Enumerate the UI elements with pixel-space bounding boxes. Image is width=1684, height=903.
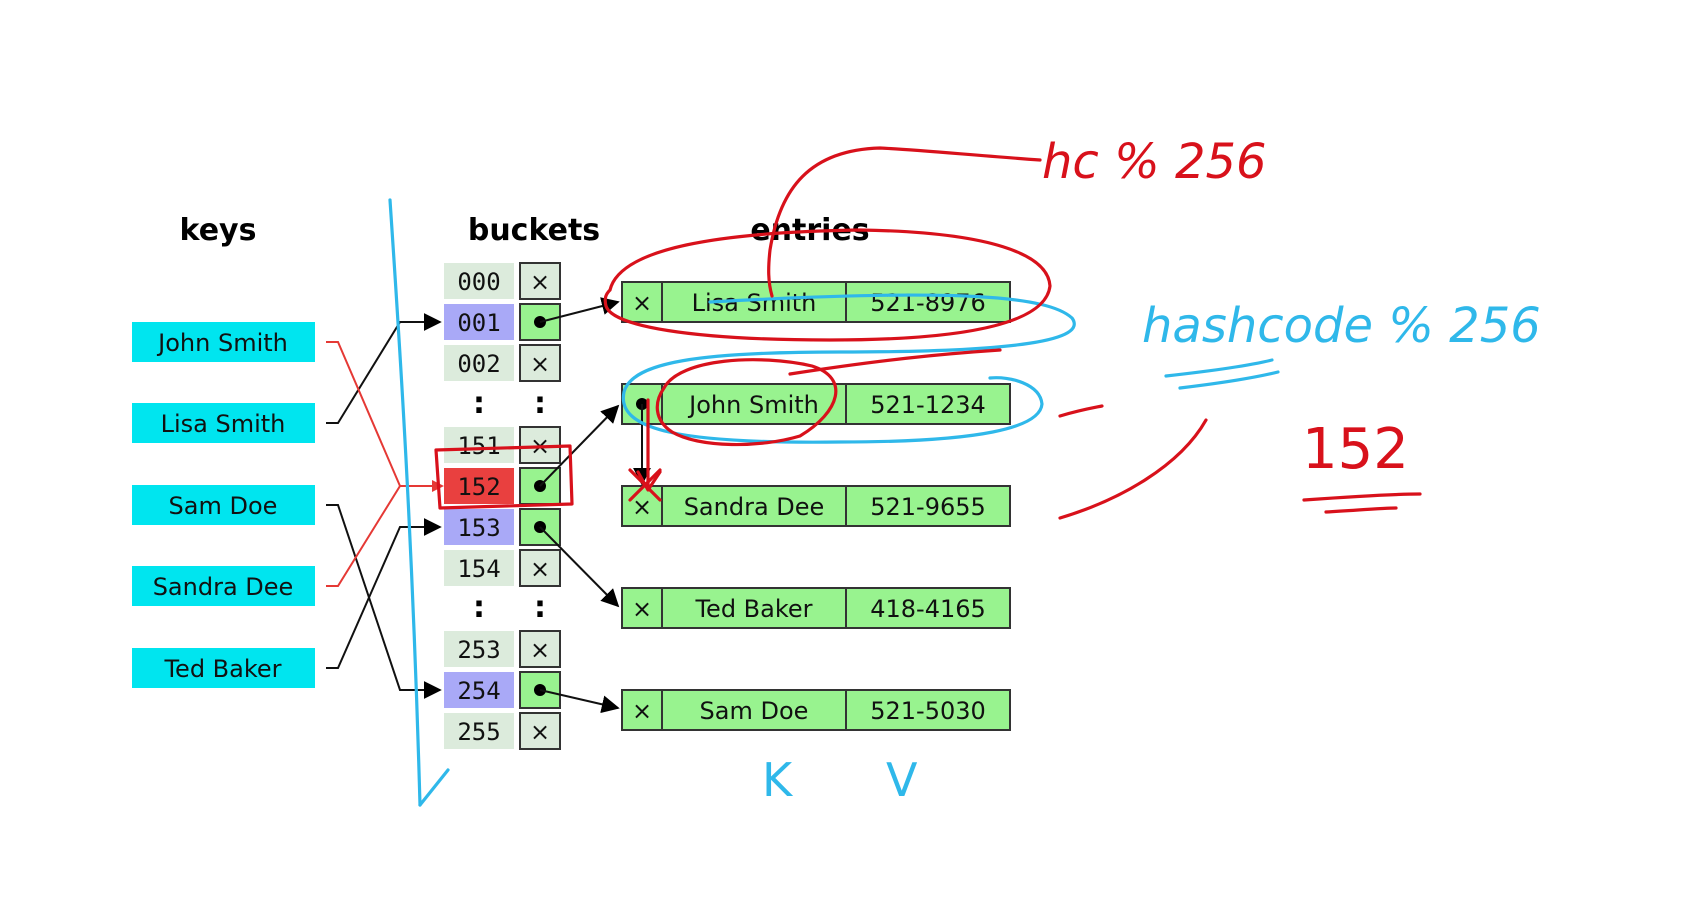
null-marker: × — [632, 289, 652, 317]
blue-underline-1 — [1164, 358, 1274, 378]
ellipsis-marker: : — [534, 590, 546, 625]
key-to-bucket-links — [326, 313, 444, 699]
null-marker: × — [632, 595, 652, 623]
entry-name: Sandra Dee — [684, 493, 825, 521]
key-sam-doe: Sam Doe — [132, 485, 315, 525]
entry-name: John Smith — [687, 391, 819, 419]
result-underline-2 — [1324, 506, 1398, 514]
key-john-smith: John Smith — [132, 322, 315, 362]
bucket-index-cell — [444, 672, 514, 708]
entry-john-smith: John Smith 521-1234 — [621, 383, 1011, 425]
entry-phone: 521-1234 — [870, 391, 986, 419]
entry-phone: 521-9655 — [870, 493, 986, 521]
svg-text:Lisa Smith: Lisa Smith — [161, 410, 286, 438]
null-marker: × — [530, 350, 550, 378]
svg-text:Sandra Dee: Sandra Dee — [153, 573, 294, 601]
entry-ted-baker: × Ted Baker 418-4165 — [621, 587, 1011, 629]
red-x-mark — [628, 468, 662, 502]
bucket-index: 001 — [457, 309, 500, 337]
ellipsis-marker: : — [473, 590, 485, 625]
entry-sandra-dee: × Sandra Dee 521-9655 — [621, 485, 1011, 527]
svg-text:Ted Baker: Ted Baker — [163, 655, 281, 683]
bucket-index-cell — [444, 550, 514, 586]
red-ellipse-lisa-entry — [603, 228, 1052, 342]
bucket-slot — [519, 549, 561, 587]
blue-divider-tick — [418, 768, 450, 807]
result-value: 152 — [1302, 417, 1409, 482]
k-label: K — [762, 753, 794, 807]
buckets-header: buckets — [468, 213, 600, 248]
bucket-index-cell — [444, 631, 514, 667]
red-connector — [788, 348, 1002, 376]
entry-phone: 521-8976 — [870, 289, 986, 317]
red-annotations: hc % 256 152 — [434, 134, 1422, 520]
null-marker: × — [530, 636, 550, 664]
key-list: John Smith Lisa Smith Sam Doe Sandra Dee… — [132, 322, 315, 688]
bucket-index-cell — [444, 263, 514, 299]
blue-formula: hashcode % 256 — [1142, 298, 1541, 354]
v-label: V — [886, 753, 918, 807]
bucket-index: 002 — [457, 350, 500, 378]
bucket-to-entry-links — [539, 297, 651, 714]
blue-loop-john-entry — [621, 293, 1076, 444]
link-sam-doe — [326, 504, 442, 699]
red-arrow-tail — [1058, 404, 1104, 418]
null-marker: × — [530, 555, 550, 583]
entry-phone: 418-4165 — [870, 595, 986, 623]
bucket-index: 151 — [457, 432, 500, 460]
ellipsis-marker: : — [473, 386, 485, 421]
bucket-index-cell — [444, 509, 514, 545]
bucket-index: 000 — [457, 268, 500, 296]
key-lisa-smith: Lisa Smith — [132, 403, 315, 443]
null-marker: × — [530, 718, 550, 746]
link-lisa-smith — [326, 313, 442, 424]
red-formula: hc % 256 — [1042, 134, 1267, 190]
bucket-index-cell — [444, 713, 514, 749]
bucket-index: 153 — [457, 514, 500, 542]
red-curve — [1058, 418, 1208, 520]
blue-vertical-divider — [388, 198, 422, 807]
entry-lisa-smith: × Lisa Smith 521-8976 — [621, 281, 1011, 323]
entry-list: × Lisa Smith 521-8976 John Smith 521-123… — [621, 281, 1011, 731]
bucket-slot — [519, 630, 561, 668]
svg-text:Sam Doe: Sam Doe — [169, 492, 278, 520]
bucket-index: 254 — [457, 677, 500, 705]
bucket-index: 255 — [457, 718, 500, 746]
key-ted-baker: Ted Baker — [132, 648, 315, 688]
blue-underline-2 — [1178, 370, 1280, 390]
bucket-slot — [519, 262, 561, 300]
bucket-array: 000 × 001 002 × : : 151 × 152 153 154 — [444, 262, 561, 750]
bucket-index: 253 — [457, 636, 500, 664]
bucket-index-cell — [444, 345, 514, 381]
entry-sam-doe: × Sam Doe 521-5030 — [621, 689, 1011, 731]
bucket-index-cell — [444, 427, 514, 463]
bucket-index: 152 — [457, 473, 500, 501]
key-sandra-dee: Sandra Dee — [132, 566, 315, 606]
ptr-254 — [539, 689, 620, 714]
blue-annotations: hashcode % 256 K V — [388, 198, 1541, 807]
bucket-index-cell-collision — [444, 468, 514, 504]
red-circle-john-smith — [655, 358, 838, 447]
bucket-slot — [519, 712, 561, 750]
link-sandra-dee — [326, 485, 440, 587]
link-ted-baker — [326, 518, 442, 669]
null-marker: × — [530, 268, 550, 296]
red-box-bucket-152 — [434, 444, 574, 510]
ptr-153 — [539, 526, 620, 608]
entry-name: Sam Doe — [700, 697, 809, 725]
bucket-slot — [519, 344, 561, 382]
entry-phone: 521-5030 — [870, 697, 986, 725]
svg-text:John Smith: John Smith — [156, 329, 288, 357]
entry-name: Ted Baker — [694, 595, 812, 623]
keys-header: keys — [180, 213, 257, 248]
null-marker: × — [632, 493, 652, 521]
bucket-index-cell — [444, 304, 514, 340]
bucket-index: 154 — [457, 555, 500, 583]
ptr-152 — [539, 404, 620, 487]
null-marker: × — [632, 697, 652, 725]
ellipsis-marker: : — [534, 386, 546, 421]
result-underline-1 — [1302, 492, 1422, 502]
red-line-to-formula — [767, 146, 1042, 298]
